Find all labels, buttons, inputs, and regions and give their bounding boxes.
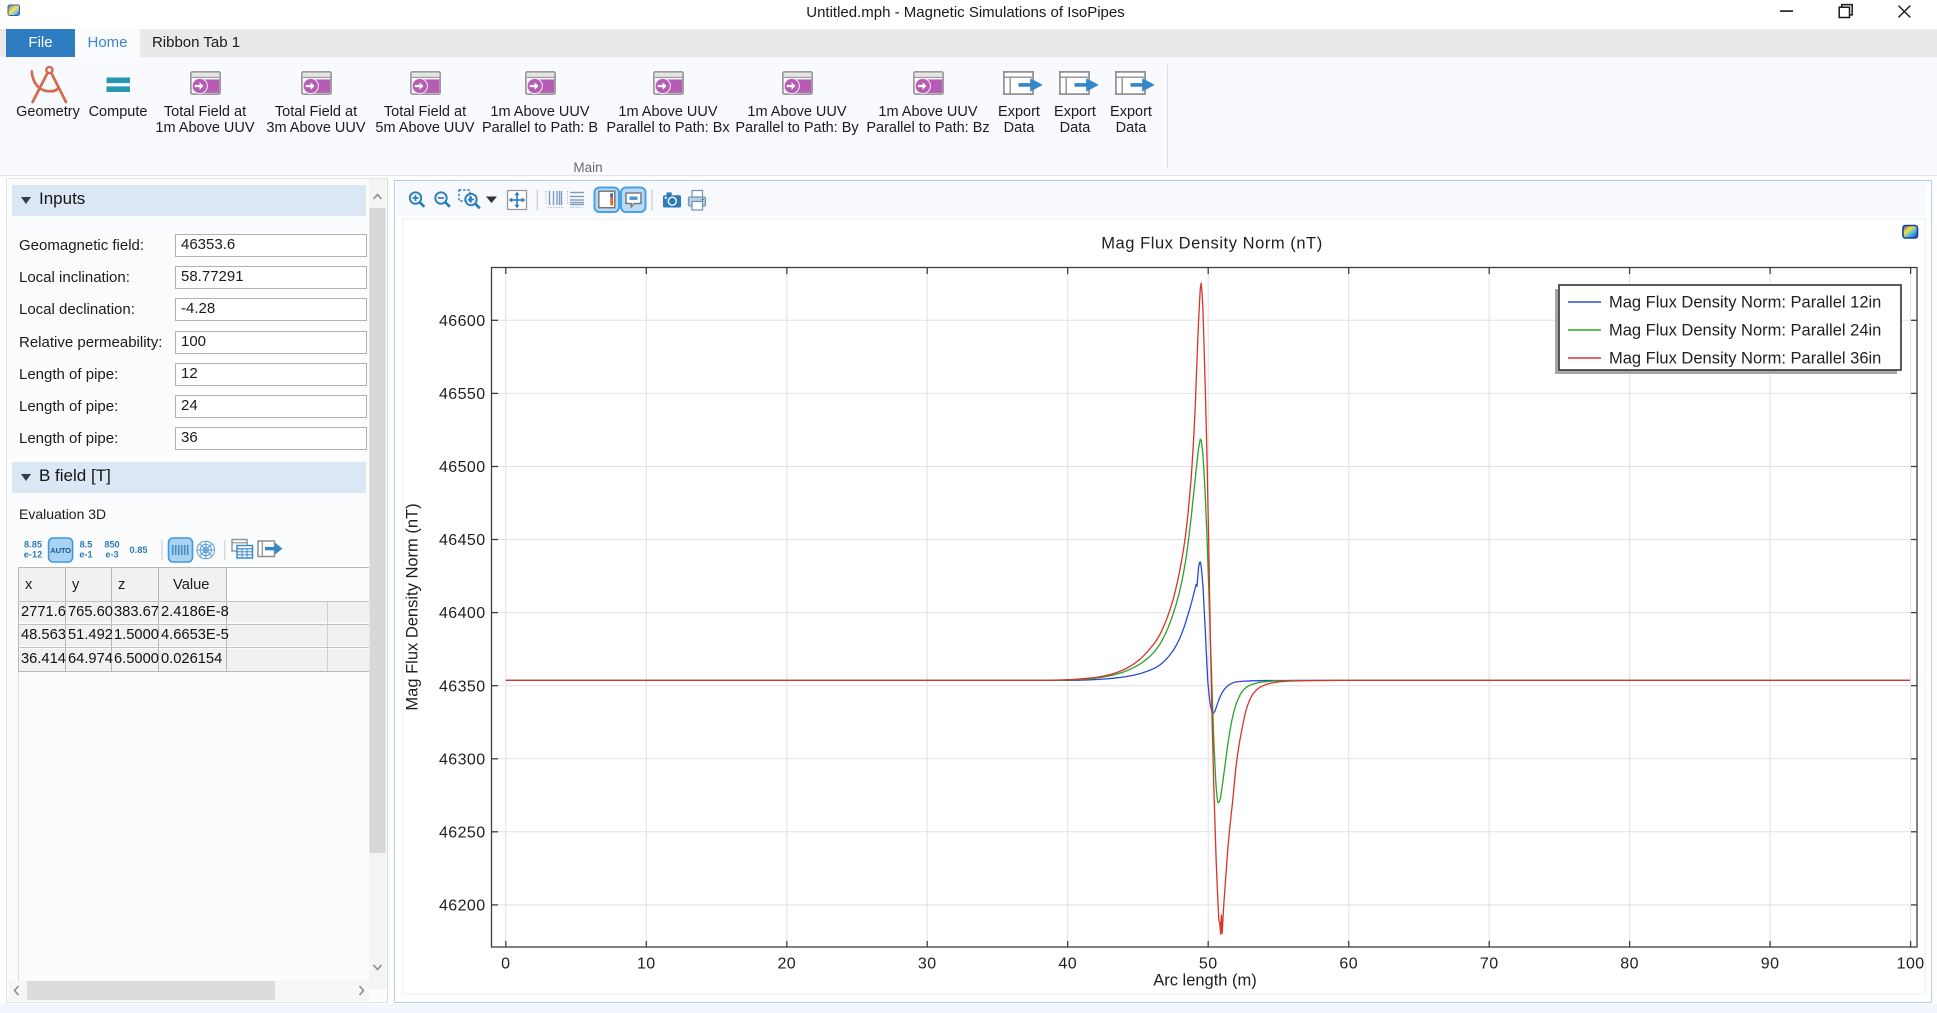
svg-text:AUTO: AUTO [50, 546, 71, 555]
svg-text:8.85: 8.85 [24, 540, 42, 550]
svg-text:0: 0 [501, 956, 510, 973]
svg-text:e-12: e-12 [24, 550, 42, 560]
svg-text:Mag Flux Density Norm (nT): Mag Flux Density Norm (nT) [404, 503, 422, 710]
svg-text:46250: 46250 [439, 824, 486, 841]
svg-text:Mag Flux Density Norm: Paralle: Mag Flux Density Norm: Parallel 12in [1609, 294, 1881, 312]
svg-text:8.5: 8.5 [80, 540, 93, 550]
svg-text:850: 850 [104, 540, 119, 550]
svg-text:20: 20 [777, 956, 796, 973]
svg-text:46300: 46300 [439, 751, 486, 768]
svg-text:Arc length (m): Arc length (m) [1153, 972, 1257, 990]
svg-text:46400: 46400 [439, 605, 486, 622]
svg-text:30: 30 [918, 956, 937, 973]
svg-text:60: 60 [1339, 956, 1358, 973]
svg-text:10: 10 [637, 956, 656, 973]
svg-text:46600: 46600 [439, 313, 486, 330]
svg-text:46200: 46200 [439, 898, 486, 915]
svg-text:46550: 46550 [439, 386, 486, 403]
svg-text:Mag Flux Density Norm: Paralle: Mag Flux Density Norm: Parallel 24in [1609, 322, 1881, 340]
svg-text:Mag Flux Density Norm (nT): Mag Flux Density Norm (nT) [1101, 235, 1323, 253]
svg-text:e-3: e-3 [105, 550, 118, 560]
svg-text:40: 40 [1058, 956, 1077, 973]
svg-text:50: 50 [1199, 956, 1218, 973]
svg-text:0.85: 0.85 [130, 545, 148, 555]
svg-text:90: 90 [1761, 956, 1780, 973]
svg-text:46500: 46500 [439, 459, 486, 476]
svg-text:80: 80 [1620, 956, 1639, 973]
svg-text:70: 70 [1480, 956, 1499, 973]
svg-text:46450: 46450 [439, 532, 486, 549]
svg-text:100: 100 [1897, 956, 1925, 973]
svg-text:Mag Flux Density Norm: Paralle: Mag Flux Density Norm: Parallel 36in [1609, 350, 1881, 368]
svg-text:e-1: e-1 [79, 550, 92, 560]
svg-text:46350: 46350 [439, 678, 486, 695]
